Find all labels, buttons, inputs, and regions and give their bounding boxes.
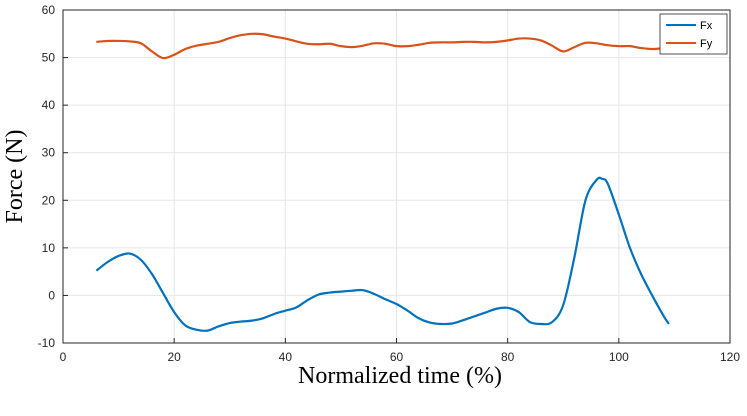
y-tick-label: 50 xyxy=(42,51,56,65)
grid xyxy=(63,10,730,343)
y-axis-title: Force (N) xyxy=(2,130,28,224)
x-axis-title: Normalized time (%) xyxy=(298,363,502,389)
x-tick-label: 0 xyxy=(60,350,67,364)
x-tick-label: 100 xyxy=(609,350,629,364)
series-layer xyxy=(95,32,670,332)
series-line-fx xyxy=(95,176,670,332)
y-tick-label: 0 xyxy=(48,288,55,302)
legend-label-fy: Fy xyxy=(700,38,713,50)
x-tick-label: 80 xyxy=(501,350,515,364)
y-tick-label: 40 xyxy=(42,98,56,112)
x-tick-label: 20 xyxy=(167,350,181,364)
y-tick-label: 30 xyxy=(42,146,56,160)
x-tick-label: 60 xyxy=(390,350,404,364)
y-tick-label: -10 xyxy=(38,336,56,350)
y-tick-label: 20 xyxy=(42,193,56,207)
x-tick-label: 40 xyxy=(279,350,293,364)
y-tick-label: 10 xyxy=(42,241,56,255)
tick-labels: 0 20 40 60 80 100 120 -10 0 10 20 30 40 50 60 xyxy=(38,3,741,364)
x-tick-label: 120 xyxy=(720,350,740,364)
y-tick-label: 60 xyxy=(42,3,56,17)
legend: Fx Fy xyxy=(659,13,728,55)
legend-box xyxy=(659,13,728,55)
legend-label-fx: Fx xyxy=(700,20,713,32)
series-line-fy xyxy=(96,32,670,60)
